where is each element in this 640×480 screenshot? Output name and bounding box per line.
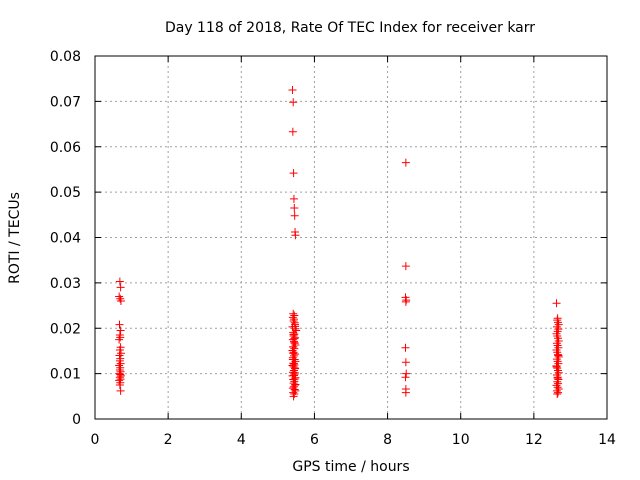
data-point [553,318,562,327]
data-point [116,386,125,395]
data-point [552,346,561,355]
y-tick-label: 0.04 [50,231,81,247]
data-point [115,320,124,329]
y-tick-label: 0.07 [50,94,81,110]
data-point [401,262,410,271]
data-point [116,333,125,342]
data-point [401,388,410,397]
data-point [401,343,410,352]
data-point [115,380,124,389]
data-point [552,322,561,331]
x-tick-label: 6 [310,432,319,448]
data-point [553,341,562,350]
chart-title: Day 118 of 2018, Rate Of TEC Index for r… [165,20,535,36]
data-point [552,355,561,364]
axis-ticks: 0 2 4 6 8 10 12 14 0 0.01 0.02 0.03 0.04 0.05 0.06 0.07… [50,49,616,448]
data-point [553,374,562,383]
data-point [115,335,124,344]
data-point [288,313,297,322]
data-point [116,283,125,292]
data-point [401,373,410,382]
data-point [291,380,300,389]
data-point [289,392,298,401]
data-point [552,362,561,371]
x-tick-label: 4 [237,432,246,448]
y-axis-label: ROTI / TECUs [7,192,23,284]
data-point [289,98,298,107]
y-tick-label: 0.01 [50,367,81,383]
data-point [290,211,299,220]
data-point [553,388,562,397]
data-point [116,294,125,303]
data-point [554,343,563,352]
data-point [115,277,124,286]
data-point [401,297,410,306]
data-point [115,292,124,301]
y-tick-label: 0 [72,412,81,428]
data-point [554,325,563,334]
x-axis-label: GPS time / hours [292,459,409,475]
x-tick-label: 2 [164,432,173,448]
x-tick-label: 14 [598,432,616,448]
y-tick-label: 0.06 [50,140,81,156]
data-point [289,359,298,368]
y-tick-label: 0.03 [50,276,81,292]
data-point [553,331,562,340]
data-point [552,339,561,348]
data-point [553,390,562,399]
data-point [115,361,124,370]
y-tick-label: 0.08 [50,49,81,65]
data-point [289,316,298,325]
data-point [552,299,561,308]
data-point [553,357,562,366]
data-point [291,231,300,240]
data-points [115,86,563,401]
data-point [288,86,297,95]
data-point [554,351,563,360]
data-point [289,342,298,351]
data-point [288,335,297,344]
data-point [290,334,299,343]
x-tick-label: 8 [383,432,392,448]
data-point [289,194,298,203]
y-tick-label: 0.02 [50,321,81,337]
data-point [552,329,561,338]
x-tick-label: 10 [452,432,470,448]
data-point [288,127,297,136]
data-point [289,169,298,178]
data-point [288,355,297,364]
data-point [290,204,299,213]
x-tick-label: 12 [525,432,543,448]
data-point [290,375,299,384]
y-tick-label: 0.05 [50,185,81,201]
data-point [401,358,410,367]
data-point [553,316,562,325]
grid-lines [95,56,607,419]
data-point [289,330,298,339]
x-tick-label: 0 [91,432,100,448]
data-point [291,322,300,331]
data-point [116,297,125,306]
data-point [116,326,125,335]
data-point [554,385,563,394]
data-point [554,368,563,377]
data-point [553,364,562,373]
data-point [401,158,410,167]
data-point [402,369,411,378]
